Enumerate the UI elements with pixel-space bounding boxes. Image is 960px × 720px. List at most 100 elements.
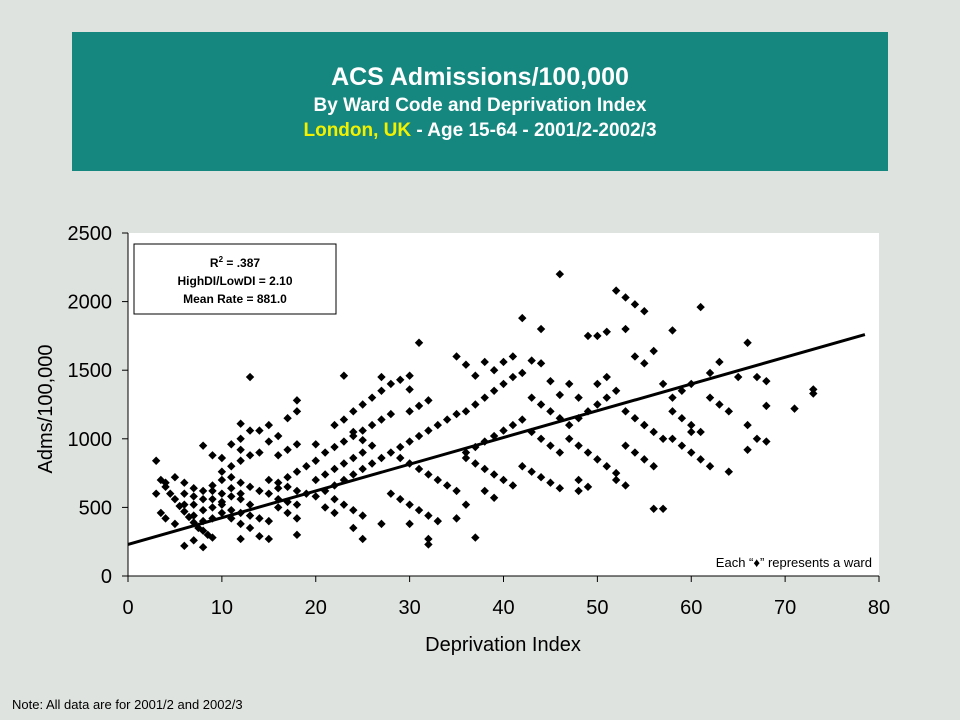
location-label: London, UK [303,119,412,141]
ward-point [189,536,198,545]
ward-point [555,390,565,400]
ward-point [583,407,593,416]
ward-point [227,483,236,493]
ward-point [715,400,724,409]
ward-point [565,379,574,389]
ward-point [330,508,339,518]
ward-point [593,400,602,409]
ward-point [292,407,302,416]
ward-point [198,542,208,552]
age-period-label: - Age 15-64 - 2001/2-2002/3 [411,119,657,141]
ward-point [386,379,396,389]
ward-point [461,360,471,369]
ward-point [189,500,198,509]
ward-point [227,473,236,482]
ward-point [733,372,743,382]
ward-point [292,500,302,509]
ward-point [452,352,461,361]
ward-point [424,534,433,544]
ward-point [227,440,236,449]
ward-point [274,503,283,512]
ward-point [264,516,274,526]
stats-box-frame [133,243,337,315]
ward-point [367,420,377,430]
x-tick-label: 0 [122,597,133,619]
ward-point [292,530,302,540]
ward-point [630,448,640,457]
ward-point [536,473,546,482]
ward-point [349,505,358,515]
ward-point [208,494,217,504]
ward-point [593,331,602,341]
ward-point [170,494,180,504]
ward-point [236,534,245,544]
ward-point [752,372,762,382]
ward-point [264,420,274,430]
ward-point [536,359,546,368]
x-tick-label: 20 [305,597,327,619]
ward-point [574,475,583,485]
title-banner: ACS Admissions/100,000 By Ward Code and … [72,32,888,171]
ward-point [640,307,649,316]
ward-point [236,489,245,498]
ward-point [583,331,593,341]
ward-point [640,359,649,368]
ward-point [414,464,424,474]
ward-point [433,475,442,485]
ward-point [536,434,546,443]
ward-point [668,407,677,416]
ward-point [377,386,386,395]
ward-point [593,379,602,389]
ward-point [198,486,208,496]
ward-point [198,441,208,450]
ward-point [217,508,227,518]
ward-point [166,489,175,498]
ward-point [405,519,414,529]
y-tick-label: 500 [79,497,112,519]
ward-point [743,338,752,347]
ward-point [471,459,480,468]
ward-point [311,456,320,465]
chart-subtitle: By Ward Code and Deprivation Index [313,94,647,116]
ward-point [677,414,687,423]
x-tick-label: 70 [774,597,796,619]
ward-point [546,478,555,487]
ward-point [762,401,771,411]
ward-point [386,489,396,498]
r-squared-sup: 2 [219,255,224,264]
y-tick-label: 2500 [68,223,113,245]
ward-point [170,519,180,529]
ward-point [180,500,189,509]
ward-point [508,372,518,382]
ward-point [264,437,274,446]
ward-point [349,470,358,479]
ward-point [414,505,424,515]
ward-point [621,324,630,334]
y-tick-label: 1000 [68,429,113,451]
ward-point [283,445,292,454]
ward-point [687,427,696,437]
ward-point [405,437,414,446]
ward-point [184,512,194,522]
ward-point [630,352,640,361]
ward-point [649,462,658,471]
ward-point [433,420,442,430]
ward-point [349,407,358,416]
chart-title: ACS Admissions/100,000 [331,62,629,91]
ward-point [208,533,217,542]
ward-point [724,407,733,416]
ward-point [565,420,574,430]
ward-point [480,486,489,496]
ward-point [358,534,367,544]
ward-point [414,401,424,411]
y-tick-label: 2000 [68,292,113,314]
ward-point [649,504,658,513]
ward-point [461,407,471,416]
ward-point [396,375,405,385]
ward-point [358,426,367,435]
ward-point [705,393,715,402]
ward-point [236,419,245,428]
ward-point [255,532,264,541]
ward-point [527,467,536,476]
